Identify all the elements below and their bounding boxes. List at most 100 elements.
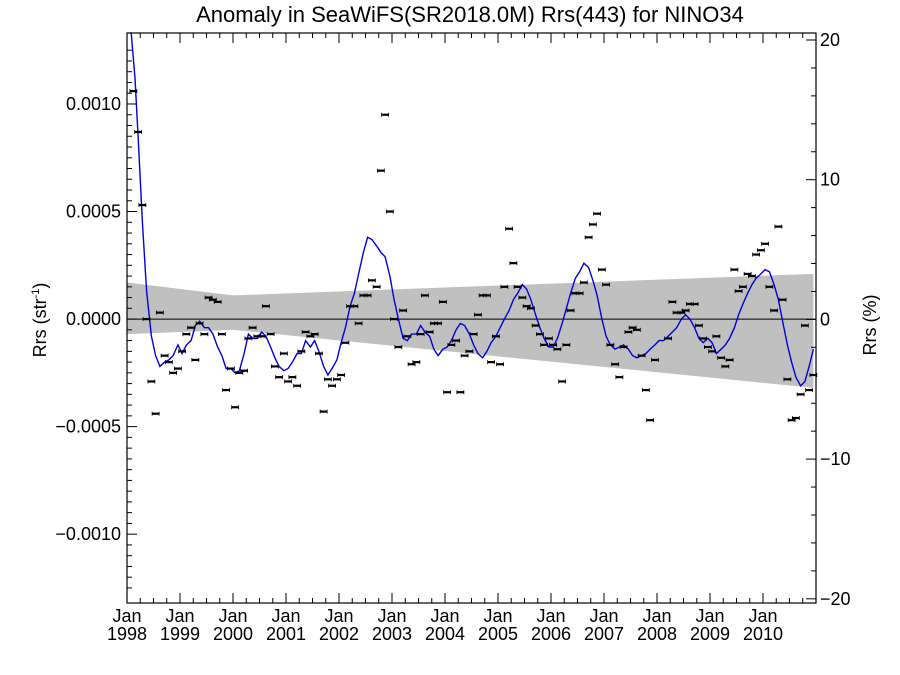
x-tick-year-label: 2004 [425, 624, 465, 644]
smoothed-series-line [130, 32, 815, 387]
anomaly-point [434, 321, 443, 326]
x-tick-year-label: 2010 [743, 624, 783, 644]
anomaly-point [438, 299, 447, 304]
anomaly-point [169, 370, 178, 375]
x-tick-year-label: 2007 [584, 624, 624, 644]
anomaly-point [293, 383, 302, 388]
anomaly-point [341, 340, 350, 345]
anomaly-point [800, 323, 809, 328]
anomaly-point [579, 280, 588, 285]
anomaly-point [730, 267, 739, 272]
anomaly-point [721, 364, 730, 369]
y-right-tick-label: 10 [820, 170, 840, 190]
anomaly-point [615, 375, 624, 380]
anomaly-point [611, 362, 620, 367]
anomaly-point [279, 351, 288, 356]
left-axis-title: Rrs (str-1) [30, 283, 50, 358]
anomaly-point [765, 284, 774, 289]
anomaly-point [452, 338, 461, 343]
anomaly-point [482, 293, 491, 298]
anomaly-point [367, 278, 376, 283]
confidence-band-layer [127, 273, 814, 388]
anomaly-point [261, 304, 270, 309]
anomaly-point [566, 308, 575, 313]
anomaly-point [147, 379, 156, 384]
x-tick-month-label: Jan [589, 606, 618, 626]
anomaly-point [606, 342, 615, 347]
anomaly-point [752, 252, 761, 257]
anomaly-point [602, 282, 611, 287]
x-tick-year-label: 2003 [372, 624, 412, 644]
y-left-tick-label: −0.0010 [55, 524, 121, 544]
x-tick-month-label: Jan [695, 606, 724, 626]
chart-title: Anomaly in SeaWiFS(SR2018.0M) Rrs(443) f… [196, 2, 744, 27]
anomaly-point [783, 377, 792, 382]
anomaly-point [182, 332, 191, 337]
anomaly-point [332, 377, 341, 382]
anomaly-point [650, 357, 659, 362]
anomaly-point [761, 241, 770, 246]
anomaly-point [164, 360, 173, 365]
anomaly-point [491, 334, 500, 339]
y-right-tick-label: −10 [820, 449, 851, 469]
anomaly-point [178, 349, 187, 354]
anomaly-point [200, 332, 209, 337]
anomaly-point [509, 261, 518, 266]
anomaly-point [708, 349, 717, 354]
anomaly-point [173, 366, 182, 371]
anomaly-point [376, 168, 385, 173]
anomaly-point [791, 416, 800, 421]
anomaly-point [195, 321, 204, 326]
anomaly-point [774, 224, 783, 229]
anomaly-point [747, 274, 756, 279]
anomaly-point [138, 203, 147, 208]
anomaly-point [694, 323, 703, 328]
anomaly-point [217, 332, 226, 337]
monthly-anomaly-layer [129, 89, 818, 423]
anomaly-point [518, 295, 527, 300]
x-tick-year-label: 1998 [107, 624, 147, 644]
x-tick-year-label: 2009 [690, 624, 730, 644]
anomaly-point [664, 336, 673, 341]
anomaly-point [301, 329, 310, 334]
anomaly-point [416, 332, 425, 337]
anomaly-point [399, 308, 408, 313]
anomaly-point [363, 293, 372, 298]
anomaly-point [465, 349, 474, 354]
anomaly-point [328, 383, 337, 388]
anomaly-point [588, 222, 597, 227]
anomaly-point [129, 89, 138, 94]
anomaly-point [226, 366, 235, 371]
anomaly-point [597, 267, 606, 272]
x-tick-year-label: 2008 [637, 624, 677, 644]
right-axis-title: Rrs (%) [860, 295, 880, 356]
x-tick-year-label: 2000 [213, 624, 253, 644]
confidence-band [127, 273, 814, 388]
x-tick-year-label: 2002 [319, 624, 359, 644]
anomaly-point [756, 248, 765, 253]
anomaly-point [531, 323, 540, 328]
anomaly-point [443, 390, 452, 395]
y-left-tick-label: 0.0005 [66, 202, 121, 222]
anomaly-point [778, 297, 787, 302]
anomaly-point [513, 284, 522, 289]
anomaly-point [738, 284, 747, 289]
anomaly-point [323, 377, 332, 382]
x-tick-year-label: 2001 [266, 624, 306, 644]
anomaly-point [240, 368, 249, 373]
anomaly-point [505, 226, 514, 231]
anomaly-point [231, 405, 240, 410]
anomaly-point [473, 312, 482, 317]
anomaly-point [155, 310, 164, 315]
anomaly-point [390, 317, 399, 322]
anomaly-point [496, 362, 505, 367]
axis-ticks-layer: 0.00100.00050.0000−0.0005−0.001020100−10… [55, 30, 850, 644]
y-right-tick-label: 20 [820, 30, 840, 50]
x-tick-month-label: Jan [430, 606, 459, 626]
anomaly-point [535, 332, 544, 337]
anomaly-point [160, 353, 169, 358]
smoothed-series-layer [130, 32, 815, 387]
x-tick-year-label: 2005 [478, 624, 518, 644]
anomaly-point [288, 375, 297, 380]
anomaly-point [624, 329, 633, 334]
